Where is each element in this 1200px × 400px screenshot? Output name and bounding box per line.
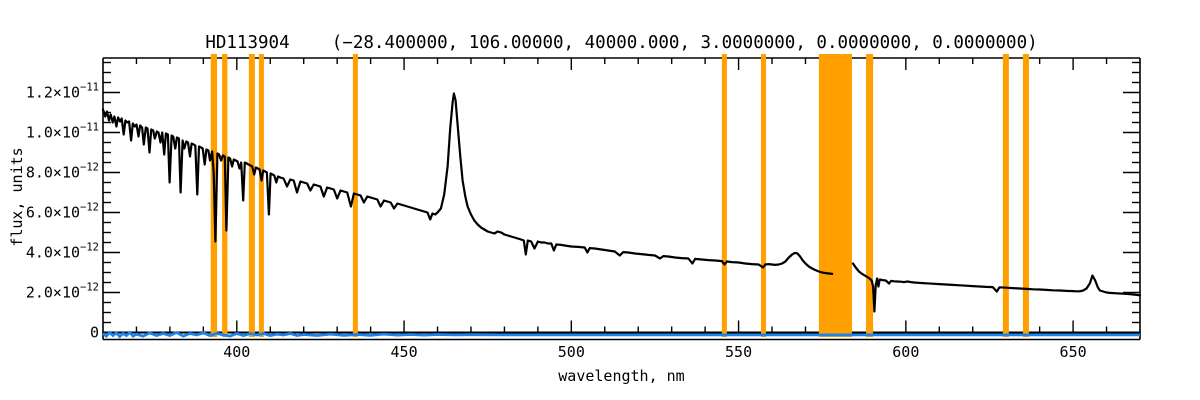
x-tick-label: 400 xyxy=(223,343,250,361)
y-tick-label: 8.0×10−12 xyxy=(26,162,99,182)
highlight-band xyxy=(258,54,264,337)
highlight-band xyxy=(818,54,852,337)
x-tick-label: 650 xyxy=(1060,343,1087,361)
y-tick-label: 6.0×10−12 xyxy=(26,202,99,222)
x-axis-label: wavelength, nm xyxy=(558,367,685,385)
y-tick-label: 2.0×10−12 xyxy=(26,282,99,302)
y-tick-label: 0 xyxy=(90,324,99,342)
spectrum-curve xyxy=(101,92,1142,313)
baseline-curve xyxy=(102,330,1140,339)
axis-ticks xyxy=(103,58,1140,334)
x-tick-label: 450 xyxy=(391,343,418,361)
highlight-band xyxy=(721,54,727,337)
highlight-band xyxy=(248,54,255,337)
y-tick-label: 1.0×10−11 xyxy=(26,122,99,142)
highlight-band xyxy=(352,54,358,337)
x-tick-label: 500 xyxy=(558,343,585,361)
y-tick-label: 4.0×10−12 xyxy=(26,242,99,262)
highlight-band xyxy=(866,54,874,337)
tick-labels: 400 450 500 550 600 650 0 2.0×10−12 4.0×10−12 6.0… xyxy=(26,82,1087,362)
y-axis-label: flux, units xyxy=(8,147,26,247)
plot-frame xyxy=(102,57,1141,340)
x-tick-label: 550 xyxy=(725,343,752,361)
y-tick-label: 1.2×10−11 xyxy=(26,82,99,102)
highlight-band xyxy=(1002,54,1009,337)
highlight-band xyxy=(760,54,767,337)
plot-title: HD113904 (−28.400000, 106.00000, 40000.0… xyxy=(205,33,1038,53)
x-tick-label: 600 xyxy=(892,343,919,361)
highlight-bands xyxy=(210,54,1029,337)
highlight-band xyxy=(1022,54,1029,337)
